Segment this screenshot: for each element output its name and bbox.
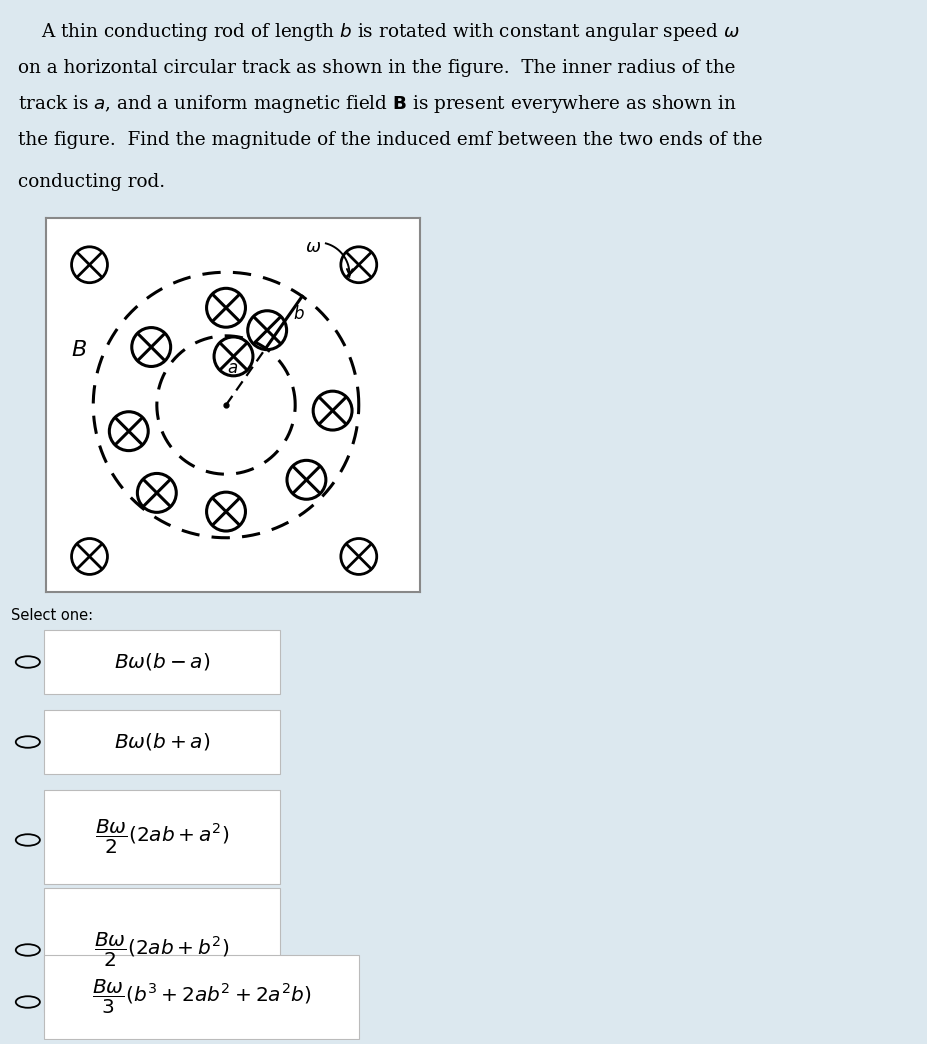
- FancyBboxPatch shape: [44, 955, 359, 1039]
- Text: $\dfrac{B\omega}{3}(b^3 + 2ab^2 + 2a^2b)$: $\dfrac{B\omega}{3}(b^3 + 2ab^2 + 2a^2b)…: [92, 978, 311, 1016]
- Text: $B$: $B$: [70, 339, 86, 361]
- Text: the figure.  Find the magnitude of the induced emf between the two ends of the: the figure. Find the magnitude of the in…: [18, 130, 762, 149]
- Text: $B\omega(b + a)$: $B\omega(b + a)$: [114, 732, 210, 753]
- Text: $\dfrac{B\omega}{2}(2ab + b^2)$: $\dfrac{B\omega}{2}(2ab + b^2)$: [94, 931, 230, 969]
- Text: $\omega$: $\omega$: [304, 238, 321, 256]
- Text: on a horizontal circular track as shown in the figure.  The inner radius of the: on a horizontal circular track as shown …: [18, 60, 734, 77]
- Text: $\dfrac{B\omega}{2}(2ab + a^2)$: $\dfrac{B\omega}{2}(2ab + a^2)$: [95, 817, 229, 856]
- FancyBboxPatch shape: [44, 630, 280, 694]
- Text: track is $a$, and a uniform magnetic field $\mathbf{B}$ is present everywhere as: track is $a$, and a uniform magnetic fie…: [18, 93, 735, 115]
- FancyBboxPatch shape: [44, 710, 280, 775]
- FancyBboxPatch shape: [44, 887, 280, 1013]
- Text: conducting rod.: conducting rod.: [18, 173, 165, 191]
- Text: $b$: $b$: [293, 305, 305, 323]
- Text: Select one:: Select one:: [11, 608, 93, 623]
- Text: A thin conducting rod of length $b$ is rotated with constant angular speed $\ome: A thin conducting rod of length $b$ is r…: [18, 21, 739, 43]
- FancyBboxPatch shape: [44, 789, 280, 884]
- Text: $a$: $a$: [227, 360, 238, 377]
- Text: $B\omega(b - a)$: $B\omega(b - a)$: [114, 651, 210, 672]
